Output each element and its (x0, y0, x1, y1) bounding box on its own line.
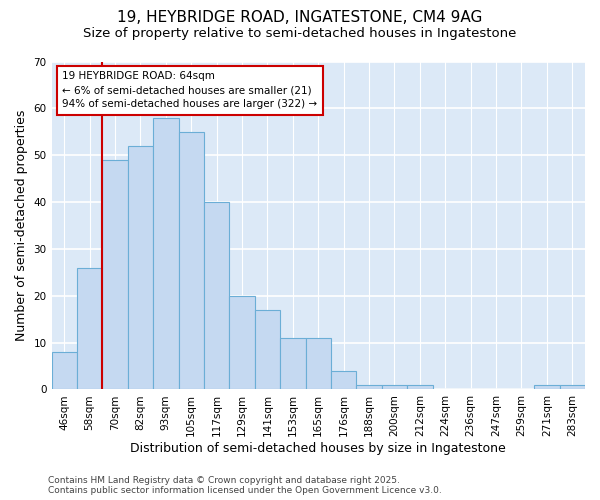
Text: 19 HEYBRIDGE ROAD: 64sqm
← 6% of semi-detached houses are smaller (21)
94% of se: 19 HEYBRIDGE ROAD: 64sqm ← 6% of semi-de… (62, 72, 317, 110)
Bar (103, 160, 128, 390)
Text: Contains HM Land Registry data © Crown copyright and database right 2025.
Contai: Contains HM Land Registry data © Crown c… (48, 476, 442, 495)
X-axis label: Distribution of semi-detached houses by size in Ingatestone: Distribution of semi-detached houses by … (130, 442, 506, 455)
Bar (382, 385, 407, 390)
Bar (407, 385, 433, 390)
Bar (331, 370, 356, 390)
Bar (229, 296, 255, 390)
Bar (179, 132, 204, 390)
Bar (305, 338, 331, 390)
Text: 19, HEYBRIDGE ROAD, INGATESTONE, CM4 9AG: 19, HEYBRIDGE ROAD, INGATESTONE, CM4 9AG (118, 10, 482, 25)
Text: Size of property relative to semi-detached houses in Ingatestone: Size of property relative to semi-detach… (83, 28, 517, 40)
Bar (52, 352, 77, 390)
Bar (255, 310, 280, 390)
Bar (560, 385, 585, 390)
Bar (153, 118, 179, 390)
Bar (77, 268, 103, 390)
Bar (128, 146, 153, 390)
Bar (280, 338, 305, 390)
Y-axis label: Number of semi-detached properties: Number of semi-detached properties (15, 110, 28, 341)
Bar (204, 202, 229, 390)
Bar (356, 385, 382, 390)
Bar (534, 385, 560, 390)
